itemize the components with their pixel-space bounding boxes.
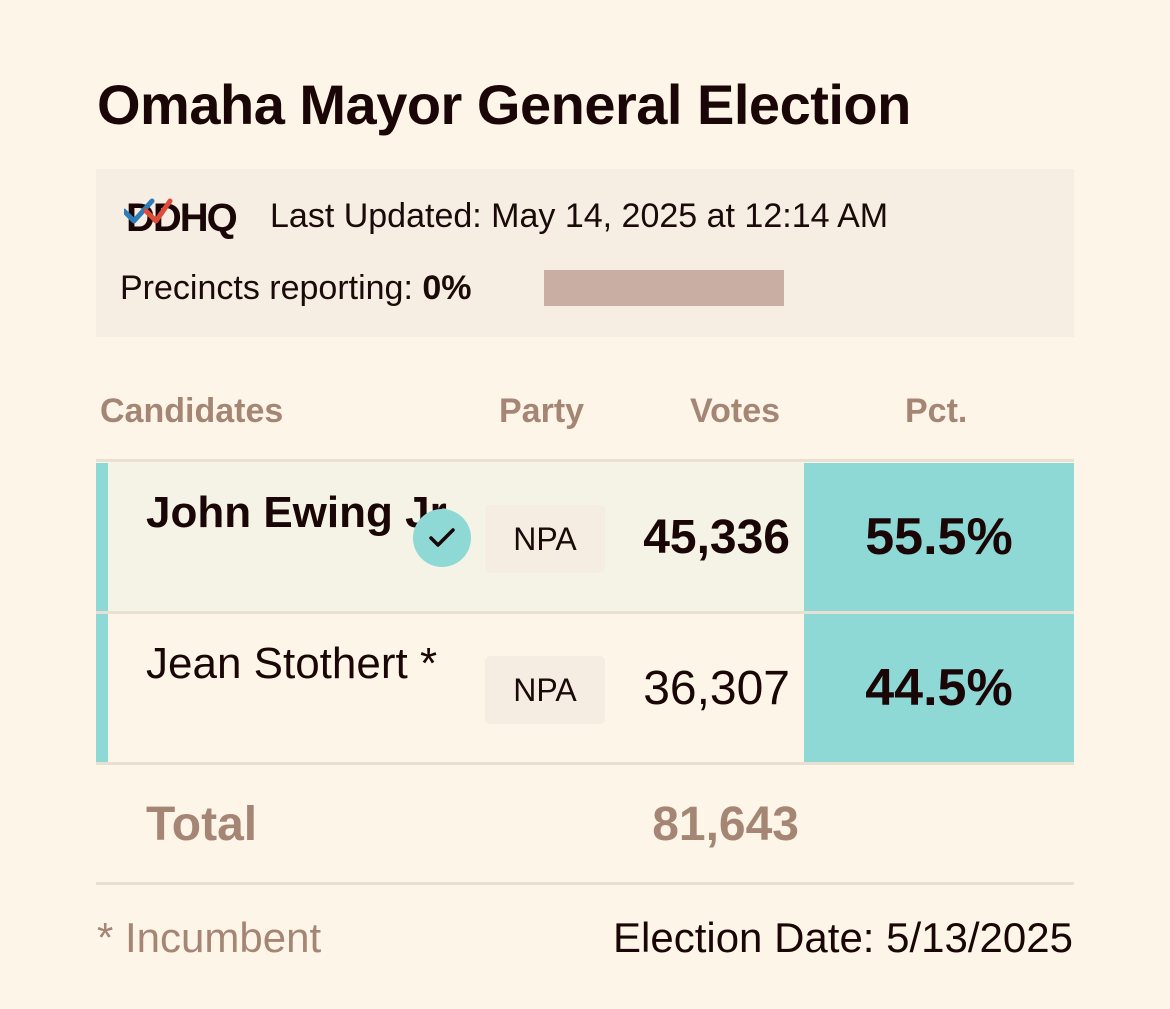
row-accent-bar: [96, 614, 108, 762]
vote-percentage: 44.5%: [804, 614, 1074, 762]
header-pct: Pct.: [905, 392, 968, 430]
table-divider: [96, 762, 1074, 765]
ddhq-logo: DDHQ: [121, 191, 244, 240]
incumbent-note: * Incumbent: [97, 914, 322, 961]
vote-percentage: 55.5%: [804, 463, 1074, 611]
election-date: Election Date: 5/13/2025: [613, 914, 1073, 961]
candidate-name: Jean Stothert *: [146, 639, 438, 688]
precincts-progress-bar: [544, 270, 784, 306]
page-title: Omaha Mayor General Election: [97, 73, 911, 136]
total-votes: 81,643: [652, 798, 799, 851]
table-divider: [96, 459, 1074, 462]
winner-check-icon: [413, 509, 471, 567]
table-row: Jean Stothert * NPA 36,307 44.5%: [96, 614, 1074, 762]
header-votes: Votes: [690, 392, 781, 430]
candidate-name: John Ewing Jr.: [146, 488, 457, 537]
svg-text:DDHQ: DDHQ: [126, 196, 237, 239]
party-badge: NPA: [485, 656, 605, 724]
last-updated-text: Last Updated: May 14, 2025 at 12:14 AM: [270, 197, 889, 235]
row-accent-bar: [96, 463, 108, 611]
table-row: John Ewing Jr. NPA 45,336 55.5%: [96, 463, 1074, 611]
total-label: Total: [146, 798, 258, 851]
party-badge: NPA: [485, 505, 605, 573]
vote-count: 36,307: [643, 662, 790, 715]
precincts-reporting: Precincts reporting: 0%: [120, 269, 472, 308]
footer-divider: [96, 882, 1074, 885]
header-candidates: Candidates: [100, 392, 284, 430]
header-party: Party: [499, 392, 585, 430]
vote-count: 45,336: [643, 511, 790, 564]
precincts-label: Precincts reporting:: [120, 269, 423, 307]
table-divider: [96, 611, 1074, 614]
precincts-value: 0%: [422, 269, 472, 307]
results-info-panel: DDHQ Last Updated: May 14, 2025 at 12:14…: [96, 169, 1074, 337]
